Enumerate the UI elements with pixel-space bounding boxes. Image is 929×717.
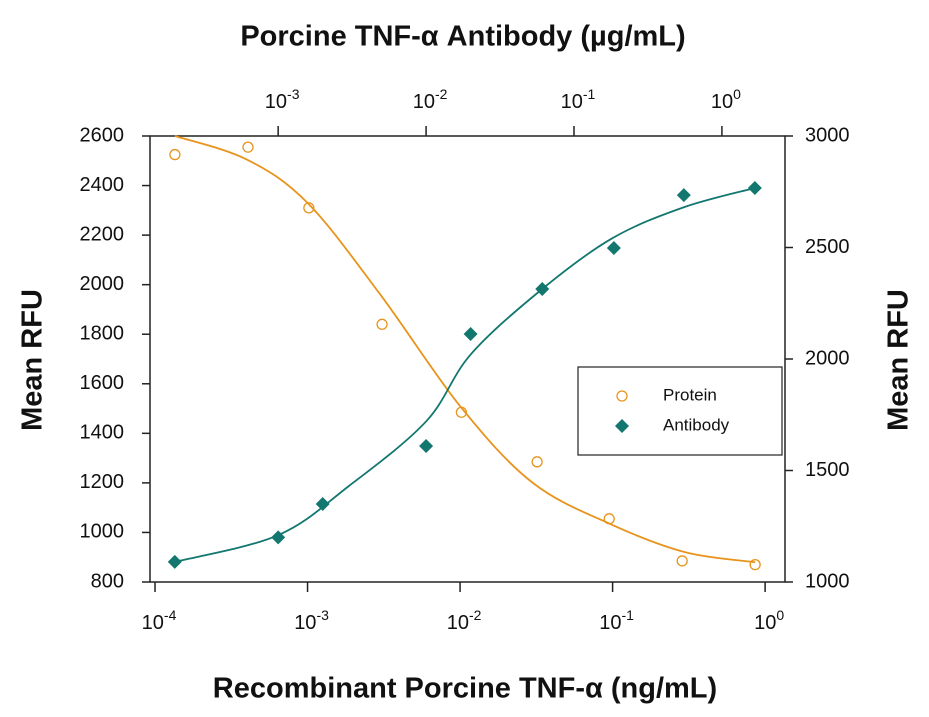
fit-curve	[174, 187, 756, 563]
y-tick-label: 2200	[80, 223, 125, 245]
point	[419, 438, 434, 453]
y2-axis-title: Mean RFU	[883, 289, 915, 431]
y2-tick-label: 2000	[805, 347, 850, 369]
x-tick-label: 10-1	[599, 607, 634, 635]
legend-box	[577, 366, 783, 456]
legend-marker	[615, 419, 629, 433]
legend-marker	[616, 390, 628, 402]
point	[606, 240, 621, 255]
point	[463, 327, 478, 342]
y-tick-label: 2600	[80, 124, 125, 146]
point	[242, 141, 254, 153]
fit-curve	[174, 135, 756, 564]
legend-label: Protein	[663, 385, 717, 404]
point	[676, 188, 691, 203]
y-tick-label: 1600	[80, 372, 125, 394]
point	[167, 554, 182, 569]
x-tick-label: 10-2	[447, 607, 482, 635]
point	[603, 513, 615, 525]
point	[749, 559, 761, 571]
point	[455, 406, 468, 418]
x-tick-label: 100	[754, 607, 784, 635]
y-axis-title: Mean RFU	[17, 289, 49, 431]
point	[376, 318, 388, 330]
y-tick-label: 2400	[80, 174, 125, 196]
point	[535, 281, 550, 296]
y-tick-label: 2000	[80, 273, 125, 295]
y-tick-label: 800	[91, 570, 124, 592]
x-tick-label: 10-3	[265, 86, 300, 114]
point	[747, 180, 762, 195]
x-tick-label: 10-3	[294, 607, 329, 635]
x-tick-label: 10-4	[142, 607, 177, 635]
point	[676, 555, 688, 567]
y2-tick-label: 1500	[805, 459, 850, 481]
y-tick-label: 1400	[80, 422, 125, 444]
point	[303, 202, 315, 214]
y2-tick-label: 3000	[805, 124, 850, 146]
x-axis-title: Recombinant Porcine TNF-α (ng/mL)	[213, 673, 717, 705]
y2-tick-label: 2500	[805, 236, 850, 258]
x-tick-label: 100	[711, 86, 741, 114]
point	[315, 496, 330, 511]
y-tick-label: 1800	[80, 323, 125, 345]
point	[531, 456, 543, 468]
legend-label: Antibody	[663, 415, 730, 434]
point	[169, 148, 181, 161]
y2-tick-label: 1000	[805, 570, 850, 592]
point	[271, 530, 286, 545]
x-tick-label: 10-1	[561, 86, 596, 114]
x-tick-label: 10-2	[413, 86, 448, 114]
chart-title: Porcine TNF-α Antibody (µg/mL)	[240, 21, 685, 53]
y-tick-label: 1200	[80, 471, 125, 493]
y-tick-label: 1000	[80, 521, 125, 543]
